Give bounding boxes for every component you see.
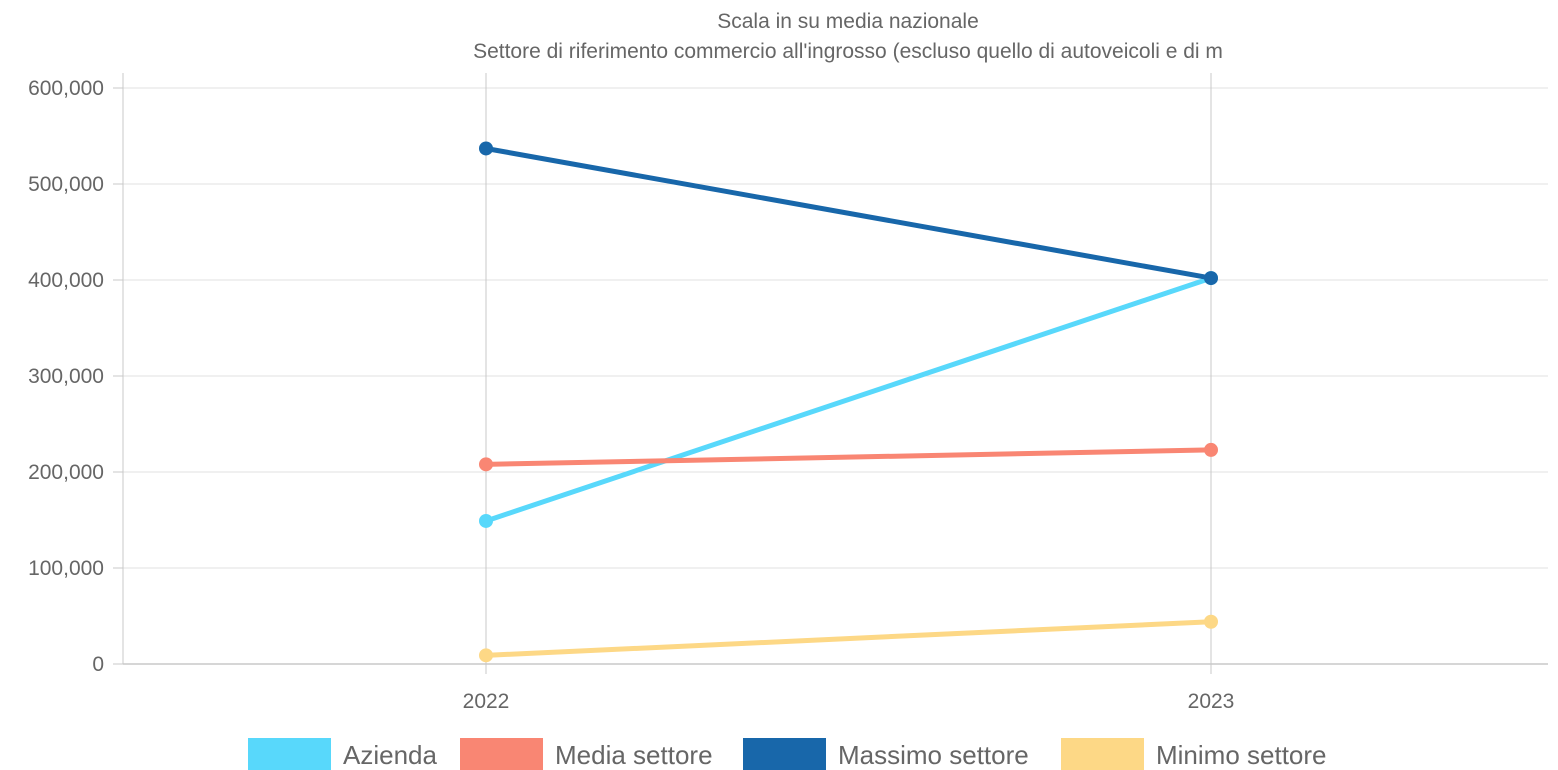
legend-swatch: [248, 738, 331, 770]
y-tick-label: 500,000: [28, 173, 104, 196]
data-point[interactable]: [479, 648, 493, 663]
x-tick-label: 2022: [463, 690, 510, 713]
data-point[interactable]: [479, 457, 493, 472]
y-tick-label: 200,000: [28, 461, 104, 484]
series-line: [485, 447, 1212, 467]
data-point[interactable]: [479, 141, 493, 156]
legend-item[interactable]: Media settore: [460, 738, 713, 770]
series-line: [485, 275, 1212, 524]
y-tick-label: 0: [92, 653, 104, 676]
legend-swatch: [460, 738, 543, 770]
legend-item[interactable]: Azienda: [248, 738, 437, 770]
legend-item[interactable]: Massimo settore: [743, 738, 1029, 770]
chart-subtitle: Settore di riferimento commercio all'ing…: [473, 40, 1223, 63]
legend-label: Media settore: [555, 740, 713, 770]
y-tick-label: 100,000: [28, 557, 104, 580]
legend-label: Massimo settore: [838, 740, 1029, 770]
chart-title: Scala in su media nazionale: [717, 10, 979, 33]
series-layer: [479, 141, 1218, 663]
data-point[interactable]: [1204, 271, 1218, 286]
y-tick-label: 300,000: [28, 365, 104, 388]
y-tick-label: 400,000: [28, 269, 104, 292]
series-0: [479, 271, 1218, 528]
y-tick-label: 600,000: [28, 77, 104, 100]
x-tick-label: 2023: [1188, 690, 1235, 713]
series-line: [485, 619, 1212, 658]
series-line: [485, 146, 1212, 281]
data-point[interactable]: [1204, 614, 1218, 629]
legend-swatch: [1061, 738, 1144, 770]
legend-item[interactable]: Minimo settore: [1061, 738, 1327, 770]
legend-label: Minimo settore: [1156, 740, 1327, 770]
series-3: [479, 614, 1218, 663]
series-2: [479, 141, 1218, 286]
grid: [123, 73, 1548, 674]
legend-label: Azienda: [343, 740, 437, 770]
legend-swatch: [743, 738, 826, 770]
data-point[interactable]: [1204, 442, 1218, 457]
axes: 0 100,000 200,000 300,000 400,000 500,000 600,…: [28, 73, 1234, 713]
data-point[interactable]: [479, 513, 493, 528]
legend[interactable]: Azienda Media settore Massimo settore Minim…: [248, 738, 1327, 770]
series-1: [479, 442, 1218, 472]
